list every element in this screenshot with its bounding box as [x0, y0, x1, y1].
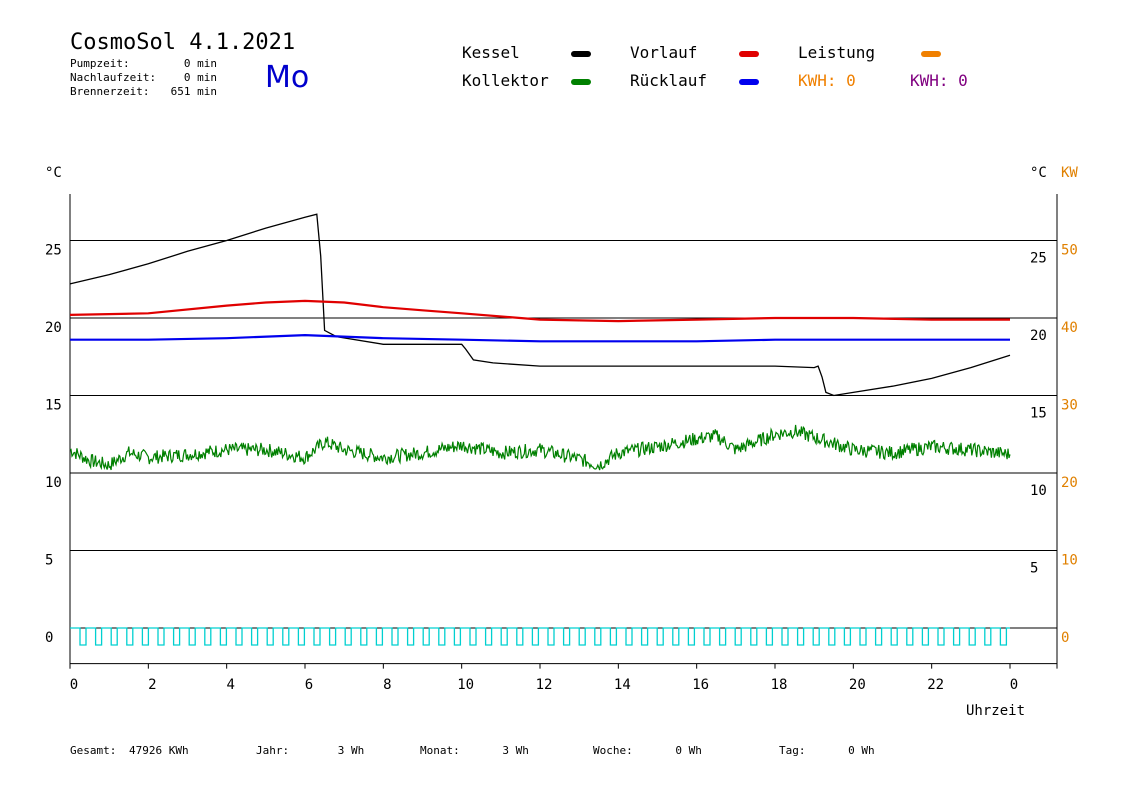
footer-jahr: Jahr: 3 Wh: [256, 744, 364, 757]
y-kw-unit: KW: [1061, 165, 1078, 181]
legend-kollektor-swatch: [571, 79, 591, 85]
footer-jahr-value: 3 Wh: [337, 744, 365, 757]
footer-gesamt-value: 47926 KWh: [128, 744, 189, 757]
y-right-label-25: 25: [1030, 251, 1047, 267]
y-right-label-15: 15: [1030, 406, 1047, 422]
nachlaufzeit-row: Nachlaufzeit: 0 min: [70, 71, 217, 84]
pumpzeit-label: Pumpzeit:: [70, 57, 130, 70]
legend-kwh-leistung: KWH: 0: [798, 71, 856, 90]
legend-leistung-swatch: [921, 51, 941, 57]
legend-kessel-swatch: [571, 51, 591, 57]
y-left-unit: °C: [45, 165, 62, 181]
footer-woche-label: Woche:: [593, 744, 633, 757]
y-left-label-25: 25: [45, 243, 62, 259]
series-vorlauf: [69, 299, 1010, 323]
y-right-label-20: 20: [1030, 328, 1047, 344]
nachlaufzeit-label: Nachlaufzeit:: [70, 71, 157, 84]
x-label-11: 22: [927, 677, 944, 693]
x-label-1: 2: [148, 677, 156, 693]
legend-ruecklauf-swatch: [739, 79, 759, 85]
x-label-10: 20: [849, 677, 866, 693]
x-label-4: 8: [383, 677, 391, 693]
y-left-label-0: 0: [45, 630, 53, 646]
brennerzeit-row: Brennerzeit: 651 min: [70, 85, 217, 98]
pumpzeit-row: Pumpzeit: 0 min: [70, 57, 217, 70]
footer-monat: Monat: 3 Wh: [420, 744, 529, 757]
footer-gesamt: Gesamt: 47926 KWh: [70, 744, 189, 757]
y-right-unit: °C: [1030, 165, 1047, 181]
grid-lines: [70, 240, 1057, 629]
x-label-8: 16: [692, 677, 709, 693]
x-label-3: 6: [305, 677, 313, 693]
legend-kessel-label: Kessel: [462, 43, 520, 62]
y-kw-label-20: 20: [1061, 475, 1078, 491]
x-label-2: 4: [226, 677, 234, 693]
x-label-9: 18: [771, 677, 788, 693]
y-left-label-15: 15: [45, 398, 62, 414]
weekday-label: Mo: [265, 60, 310, 95]
y-left-label-20: 20: [45, 320, 62, 336]
series-lines: [69, 213, 1011, 471]
footer-tag: Tag: 0 Wh: [779, 744, 875, 757]
x-label-0: 0: [70, 677, 78, 693]
footer-tag-label: Tag:: [779, 744, 806, 757]
y-kw-label-50: 50: [1061, 243, 1078, 259]
brennerzeit-value: 651 min: [170, 85, 217, 98]
brennerzeit-label: Brennerzeit:: [70, 85, 150, 98]
y-kw-label-30: 30: [1061, 398, 1078, 414]
series-kollektor: [69, 424, 1011, 471]
series-kessel: [69, 213, 1011, 397]
y-right-label-10: 10: [1030, 483, 1047, 499]
x-label-12: 0: [1010, 677, 1018, 693]
page-title: CosmoSol 4.1.2021: [70, 30, 296, 55]
footer-gesamt-label: Gesamt:: [70, 744, 117, 757]
series-ruecklauf: [70, 333, 1010, 343]
legend-kollektor-label: Kollektor: [462, 71, 549, 90]
pump-indicator: [70, 627, 1010, 646]
y-left-label-5: 5: [45, 553, 53, 569]
x-label-7: 14: [614, 677, 631, 693]
x-label-6: 12: [536, 677, 553, 693]
y-kw-label-0: 0: [1061, 630, 1069, 646]
pump-trace: [70, 627, 1010, 646]
legend-vorlauf-swatch: [739, 51, 759, 57]
y-kw-label-40: 40: [1061, 320, 1078, 336]
nachlaufzeit-value: 0 min: [183, 71, 217, 84]
footer-monat-value: 3 Wh: [502, 744, 529, 757]
footer-tag-value: 0 Wh: [848, 744, 875, 757]
x-axis-title: Uhrzeit: [966, 703, 1025, 719]
y-kw-label-10: 10: [1061, 553, 1078, 569]
footer-woche-value: 0 Wh: [675, 744, 702, 757]
pumpzeit-value: 0 min: [183, 57, 217, 70]
x-label-5: 10: [457, 677, 474, 693]
footer-monat-label: Monat:: [420, 744, 460, 757]
legend-vorlauf-label: Vorlauf: [630, 43, 698, 62]
y-left-label-10: 10: [45, 475, 62, 491]
tick-labels: 0 5 10 15 20 25 5 10 15 20 25 0 10 20 30 40 50 0 2 4 6 8 10 12 1…: [45, 165, 1078, 719]
footer-woche: Woche: 0 Wh: [593, 744, 702, 757]
axes: [69, 194, 1058, 669]
legend-leistung-label: Leistung: [798, 43, 876, 62]
y-right-label-5: 5: [1030, 561, 1038, 577]
legend-kwh-second: KWH: 0: [910, 71, 968, 90]
footer-jahr-label: Jahr:: [256, 744, 290, 757]
legend-ruecklauf-label: Rücklauf: [630, 71, 708, 90]
